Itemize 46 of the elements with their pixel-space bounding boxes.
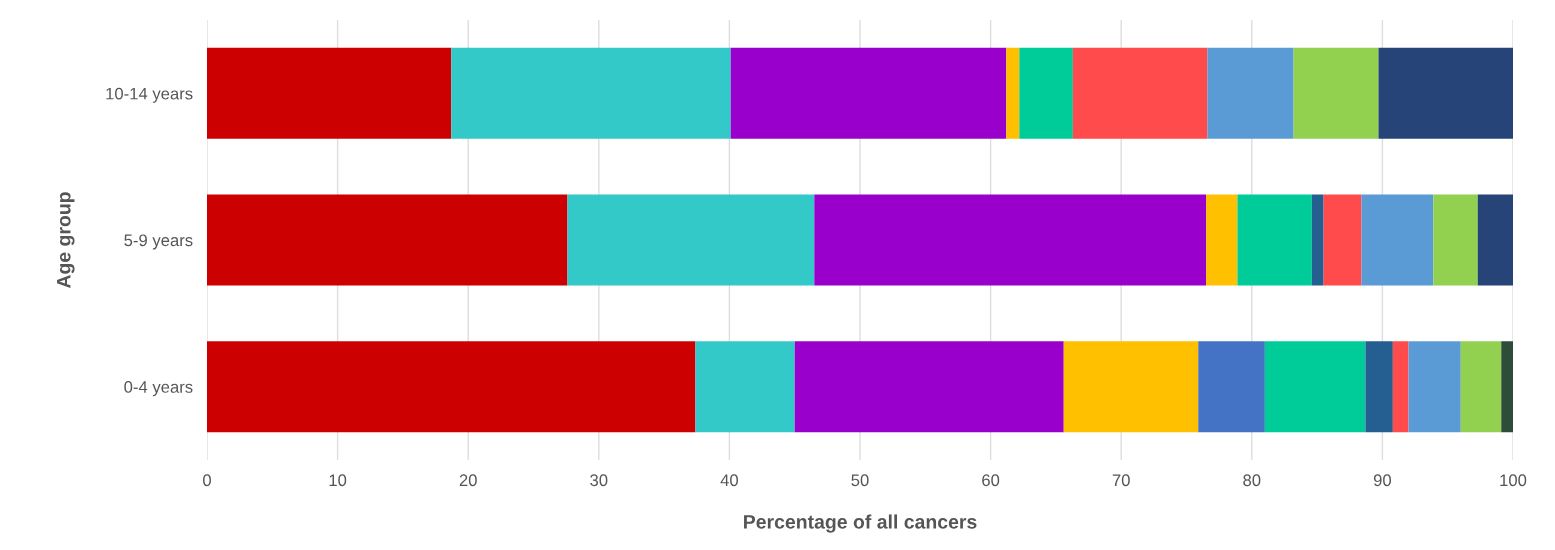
x-tick-label: 90 — [1373, 474, 1392, 487]
bar — [730, 47, 1007, 139]
y-axis-title: Age group — [57, 192, 75, 289]
x-tick-label: 20 — [459, 474, 477, 487]
bar — [1365, 341, 1393, 433]
y-tick-label: 10-14 years — [106, 87, 193, 103]
bar — [1006, 47, 1020, 139]
bar — [695, 341, 795, 433]
bar — [1477, 194, 1513, 286]
bar — [1072, 47, 1208, 139]
x-tick-label: 100 — [1500, 474, 1527, 487]
x-tick-label: 30 — [590, 474, 608, 487]
x-tick-label: 50 — [851, 474, 869, 487]
bar — [451, 47, 731, 139]
bar — [814, 194, 1207, 286]
bar — [1207, 47, 1294, 139]
bar — [1264, 341, 1366, 433]
bar — [207, 194, 568, 286]
bar — [1460, 341, 1502, 433]
bar — [1063, 341, 1199, 433]
bar — [567, 194, 815, 286]
bar — [1237, 194, 1312, 286]
x-tick-label: 80 — [1243, 474, 1261, 487]
bar — [1501, 341, 1513, 433]
bar — [1323, 194, 1362, 286]
y-tick-label: 5-9 years — [124, 234, 193, 250]
bar — [1433, 194, 1478, 286]
x-axis-title: Percentage of all cancers — [744, 514, 977, 533]
bar — [1378, 47, 1513, 139]
x-tick-label: 10 — [329, 474, 347, 487]
y-tick-label: 0-4 years — [124, 381, 193, 397]
bar — [1198, 341, 1265, 433]
bar — [207, 341, 696, 433]
x-tick-label: 70 — [1112, 474, 1130, 487]
bar — [1019, 47, 1073, 139]
bar — [1392, 341, 1409, 433]
bar — [1311, 194, 1324, 286]
x-tick-label: 0 — [203, 474, 211, 487]
bar — [1293, 47, 1379, 139]
bar — [1361, 194, 1434, 286]
x-tick-label: 40 — [720, 474, 739, 487]
bar — [794, 341, 1064, 433]
x-tick-label: 60 — [982, 474, 1000, 487]
bar — [207, 47, 452, 139]
bar — [1206, 194, 1238, 286]
bar — [1408, 341, 1461, 433]
